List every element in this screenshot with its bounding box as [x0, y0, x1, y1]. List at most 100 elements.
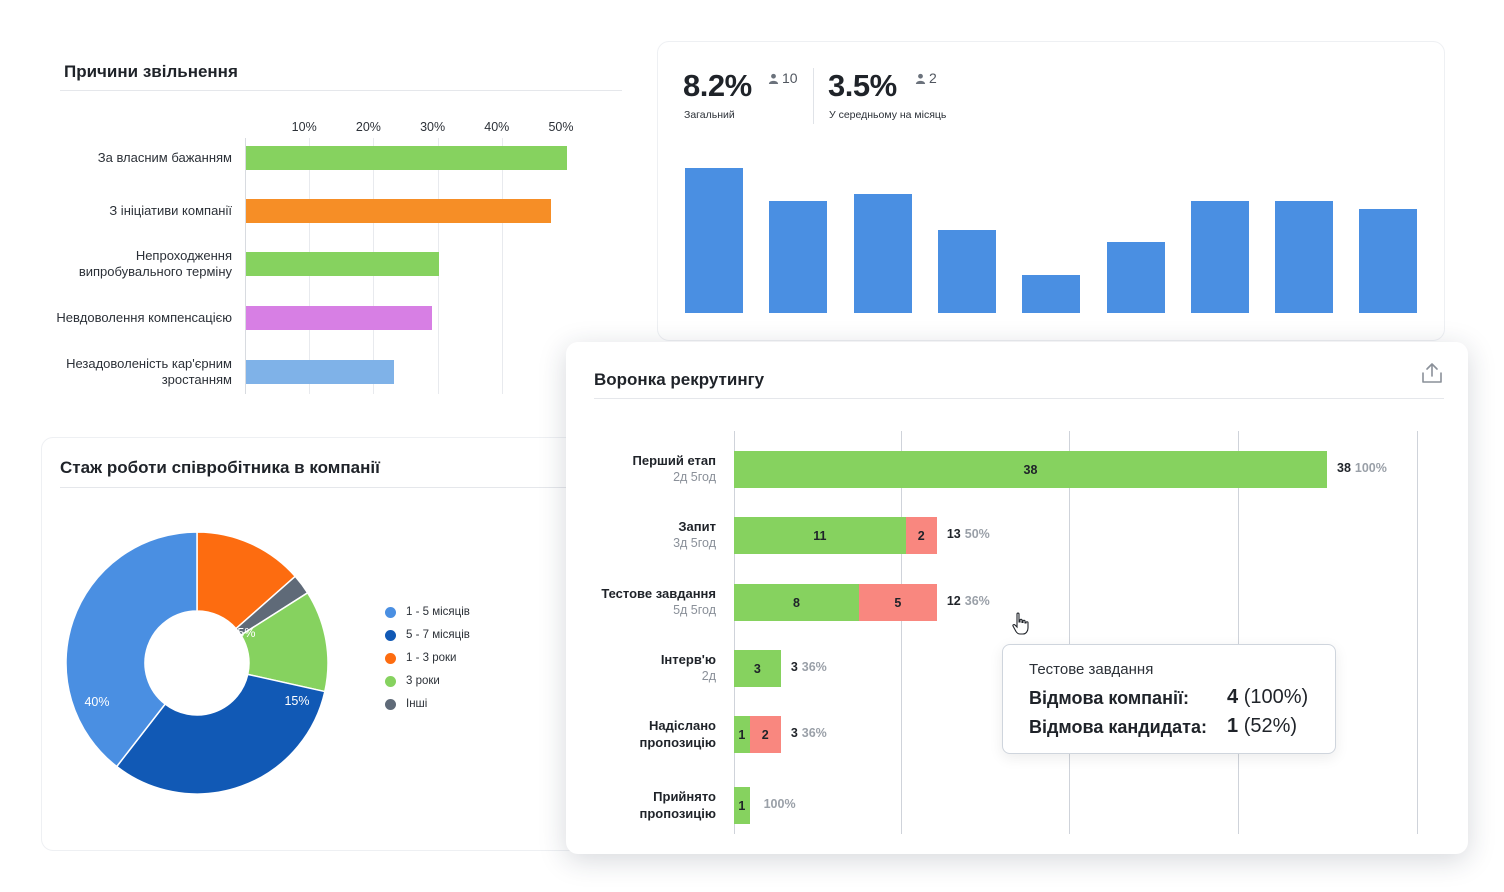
turnover-bar[interactable] [937, 230, 996, 313]
funnel-bar-passed[interactable]: 8 [734, 584, 859, 621]
x-tick-label: 50% [548, 120, 574, 134]
funnel-stage-label: Надіслано пропозицію [566, 712, 716, 756]
funnel-bar-passed[interactable]: 1 [734, 787, 750, 824]
monthly-turnover-value: 3.5% [828, 68, 897, 103]
funnel-bar-passed[interactable]: 11 [734, 517, 906, 554]
funnel-total-pct: 36% [801, 726, 827, 740]
tooltip-candidate-value: 1 (52%) [1227, 715, 1297, 738]
x-tick-label: 40% [484, 120, 510, 134]
funnel-bar-passed[interactable]: 1 [734, 716, 750, 753]
funnel-bar-value: 2 [917, 528, 925, 543]
legend-color-dot [385, 675, 396, 687]
tenure-divider [60, 487, 590, 488]
x-tick-label: 10% [291, 120, 317, 134]
turnover-bar[interactable] [769, 201, 828, 313]
reason-label: За власним бажанням [97, 150, 232, 165]
funnel-bar-value: 38 [1023, 462, 1038, 477]
funnel-stage-duration: 3д 5год [673, 536, 716, 550]
monthly-people-value: 2 [929, 70, 937, 86]
hand-cursor-icon [1012, 612, 1029, 635]
funnel-bar-rejected[interactable]: 2 [749, 716, 781, 753]
title-divider [60, 90, 622, 91]
legend-label: Інші [406, 698, 428, 710]
funnel-bar-value: 2 [761, 727, 769, 742]
legend-item[interactable]: 1 - 5 місяців [385, 606, 470, 618]
tooltip-company-pct: (100%) [1243, 686, 1309, 708]
reason-label-box: За власним бажанням [30, 138, 232, 178]
funnel-bar-passed[interactable]: 38 [734, 451, 1327, 488]
legend-item[interactable]: Інші [385, 698, 427, 710]
turnover-bar-chart [658, 42, 1446, 342]
funnel-total-pct: 36% [964, 594, 990, 608]
funnel-bar-value: 1 [738, 798, 746, 813]
turnover-bar[interactable] [1106, 241, 1165, 313]
reason-label: З ініціативи компанії [109, 203, 232, 218]
turnover-bar[interactable] [1022, 275, 1081, 313]
donut-slice[interactable] [115, 673, 326, 795]
funnel-stage-name: Тестове завдання [601, 586, 716, 601]
turnover-bar[interactable] [1275, 201, 1334, 313]
tooltip-company-label: Відмова компанії: [1029, 688, 1189, 708]
funnel-total-count: 3 [790, 660, 798, 674]
reason-bar[interactable] [246, 146, 567, 170]
funnel-total-count: 3 [790, 726, 798, 740]
stats-separator [813, 68, 814, 124]
reason-label: Непроходження випробувального терміну [78, 248, 232, 279]
tenure-legend: 1 - 5 місяців 5 - 7 місяців 1 - 3 роки 3 ро… [385, 606, 545, 726]
upload-icon[interactable] [1420, 361, 1444, 385]
funnel-stage-label: Перший етап 2д 5год [566, 447, 716, 491]
tooltip-company-value: 4 (100%) [1227, 686, 1308, 709]
dismissal-reasons-card: Причини звільнення 10% 20% 30% 40% 50% За вла… [30, 40, 630, 410]
reason-bar[interactable] [246, 306, 433, 330]
funnel-stage-label: Інтерв'ю 2д [566, 646, 716, 690]
legend-color-dot [385, 652, 396, 664]
reason-bar[interactable] [246, 252, 439, 276]
turnover-bar[interactable] [1190, 201, 1249, 313]
funnel-total-pct: 100% [763, 797, 796, 811]
turnover-bar[interactable] [1359, 208, 1418, 313]
funnel-bar-value: 3 [753, 661, 761, 676]
legend-item[interactable]: 5 - 7 місяців [385, 629, 470, 641]
funnel-stage-name: Запит [678, 519, 716, 534]
total-people-count: 10 [768, 70, 798, 86]
grid-line [734, 431, 735, 834]
funnel-stage-name: Прийнято пропозицію [639, 789, 716, 821]
x-tick-label: 20% [355, 120, 381, 134]
legend-color-dot [385, 606, 396, 618]
legend-item[interactable]: 3 роки [385, 675, 440, 687]
funnel-total-pct: 50% [964, 527, 990, 541]
turnover-bar[interactable] [685, 168, 743, 313]
funnel-bar-value: 11 [813, 528, 827, 543]
dismissal-reasons-chart: 10% 20% 30% 40% 50% За власним бажанням З ініц… [30, 40, 630, 410]
funnel-total-count: 38 [1337, 461, 1351, 475]
funnel-divider [594, 398, 1444, 399]
reason-bar[interactable] [246, 199, 551, 223]
funnel-bar-rejected[interactable]: 2 [905, 517, 937, 554]
recruiting-funnel-title: Воронка рекрутингу [594, 370, 765, 389]
reason-label-box: Непроходження випробувального терміну [30, 244, 232, 284]
funnel-total: 3 36% [791, 726, 827, 740]
funnel-stage-duration: 5д 5год [673, 603, 716, 617]
tenure-card: Стаж роботи співробітника в компанії 40%… [41, 437, 601, 851]
turnover-bar[interactable] [853, 194, 912, 313]
donut-percent-label: 40% [84, 695, 109, 709]
dismissal-reasons-title: Причини звільнення [64, 62, 238, 81]
tooltip-candidate-label: Відмова кандидата: [1029, 717, 1207, 737]
funnel-bar-rejected[interactable]: 5 [858, 584, 937, 621]
reason-bar[interactable] [246, 360, 394, 384]
funnel-bar-passed[interactable]: 3 [734, 650, 781, 687]
grid-line [1238, 431, 1239, 834]
donut-slice[interactable] [65, 531, 198, 768]
funnel-chart: 38 38 100% Перший етап 2д 5год 11 2 13 50% Запит 3… [566, 342, 1468, 854]
funnel-stage-duration: 2д [701, 669, 716, 683]
grid-line [1417, 431, 1418, 834]
person-icon [915, 73, 926, 84]
grid-line [901, 431, 902, 834]
turnover-stats-card: 8.2% 10 Загальний 3.5% 2 У середньому на… [657, 41, 1445, 341]
total-turnover-value: 8.2% [683, 68, 752, 103]
legend-color-dot [385, 698, 396, 710]
total-people-value: 10 [782, 70, 798, 86]
reason-label-box: Невдоволення компенсацією [30, 298, 232, 338]
tenure-donut-chart: 40%36.6%15%15% [65, 531, 329, 795]
legend-item[interactable]: 1 - 3 роки [385, 652, 456, 664]
